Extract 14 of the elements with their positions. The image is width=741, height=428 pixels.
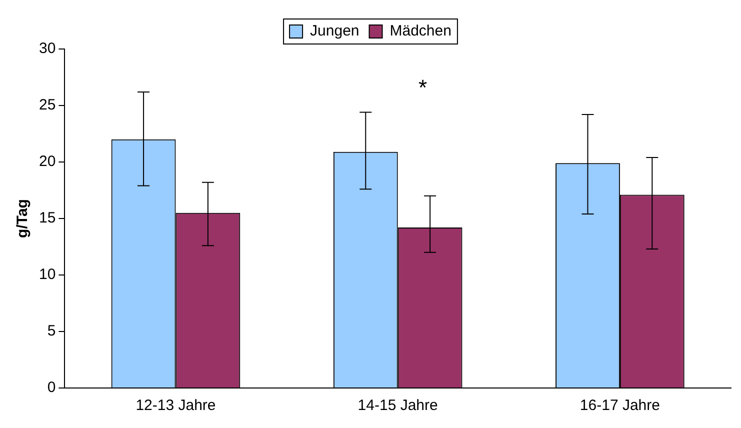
legend-label: Jungen (310, 22, 360, 40)
y-tick-label: 5 (47, 322, 56, 340)
x-tick-label: 12-13 Jahre (136, 397, 216, 414)
annotation: * (418, 75, 428, 100)
y-tick-label: 10 (38, 266, 56, 284)
legend-label: Mädchen (390, 22, 452, 40)
y-tick-label: 30 (38, 40, 56, 58)
y-tick-label: 15 (38, 210, 56, 227)
y-axis-title: g/Tag (14, 199, 32, 238)
x-tick-label: 14-15 Jahre (358, 397, 438, 414)
y-tick-label: 25 (38, 96, 56, 114)
x-tick-label: 16-17 Jahre (580, 397, 660, 414)
y-tick-label: 20 (38, 153, 56, 170)
y-tick-label: 0 (47, 379, 56, 396)
